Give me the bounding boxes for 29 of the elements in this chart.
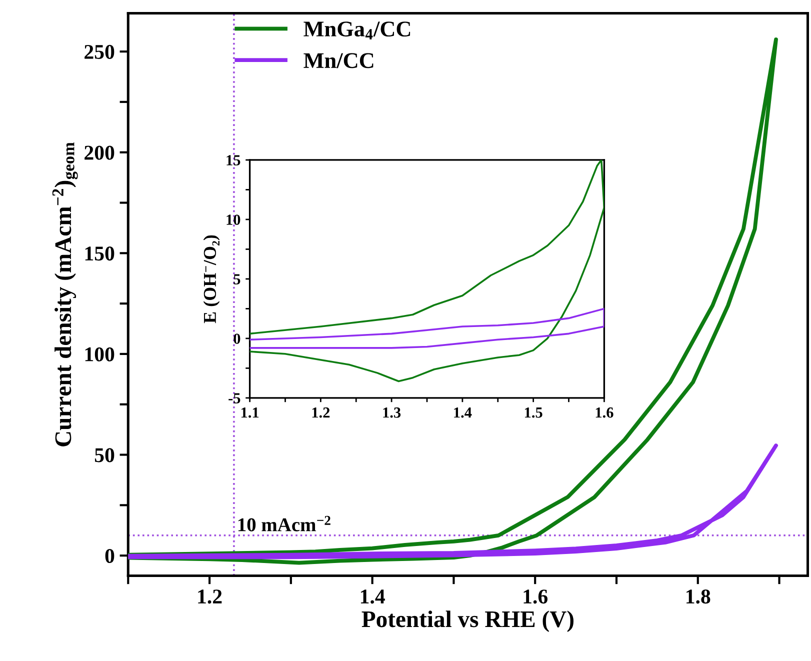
x-tick-label: 1.6: [524, 590, 548, 604]
y-tick-label: 10: [226, 214, 240, 225]
y-axis-title: E (OH$^{−}$/O₂): [203, 235, 220, 324]
y-tick-label: 150: [85, 246, 114, 261]
x-tick-label: 1.4: [454, 407, 472, 418]
x-tick-label: 1.5: [524, 407, 542, 418]
x-axis-title: Potential vs RHE (V): [362, 610, 574, 632]
ref-line-label: 10 mAcm$^{−2}$: [238, 516, 330, 532]
y-tick-label: 5: [234, 274, 240, 284]
x-tick-label: 1.4: [360, 590, 385, 604]
y-tick-label: -5: [228, 393, 240, 404]
x-tick-label: 1.6: [596, 407, 614, 418]
legend-label: MnGa$_{4}$/CC: [304, 22, 410, 40]
y-tick-label: 250: [84, 44, 114, 59]
x-tick-label: 1.1: [241, 407, 259, 418]
y-tick-label: 0: [105, 548, 114, 564]
x-tick-label: 1.2: [198, 590, 222, 604]
y-tick-label: 0: [234, 334, 240, 344]
y-tick-label: 100: [85, 347, 114, 362]
x-tick-label: 1.3: [383, 407, 401, 418]
y-axis-title: Current density (mAcm$^{−2}$)$_{geom}$: [52, 142, 78, 446]
y-tick-label: 15: [226, 155, 240, 166]
x-tick-label: 1.8: [686, 590, 710, 604]
x-tick-label: 1.2: [312, 407, 330, 418]
y-tick-label: 200: [84, 146, 114, 160]
line-series: [128, 444, 778, 560]
y-tick-label: 50: [94, 448, 114, 462]
legend-label: Mn/CC: [304, 53, 374, 68]
line-series: [250, 308, 604, 349]
